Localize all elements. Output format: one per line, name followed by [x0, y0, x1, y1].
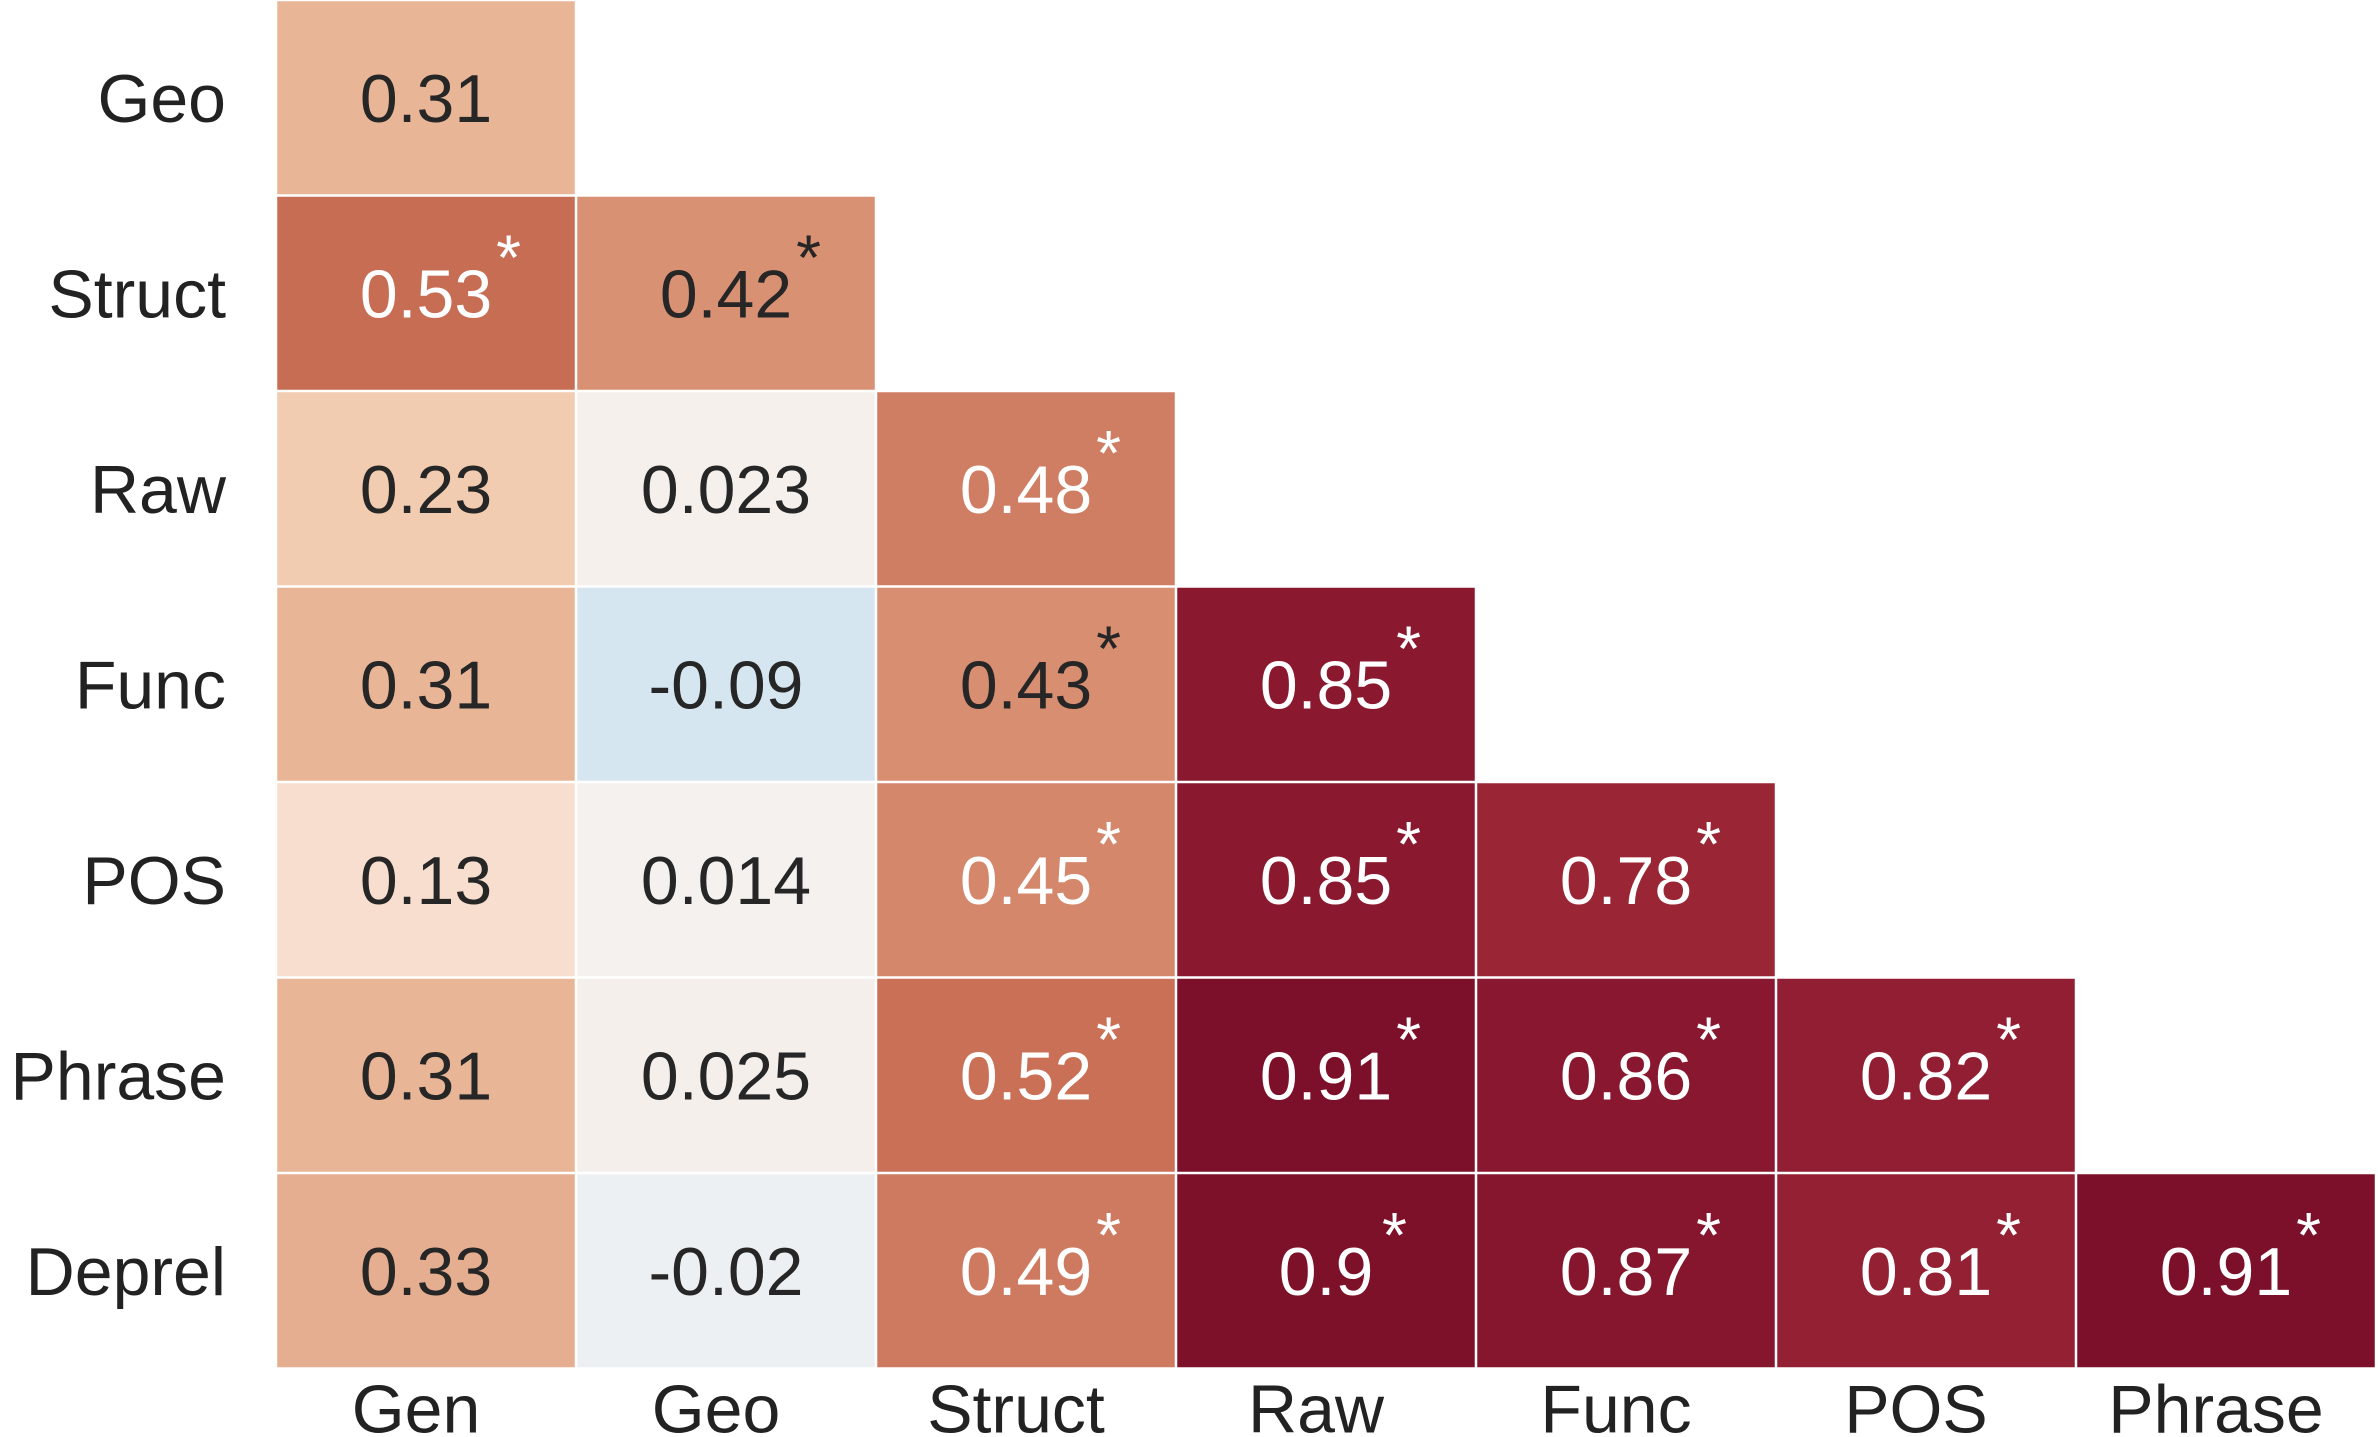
- cell-value-label: 0.9: [1279, 1234, 1374, 1310]
- row-label: Geo: [97, 61, 226, 137]
- heatmap-cell: [1177, 1174, 1475, 1368]
- heatmap-cell: [277, 1, 575, 195]
- significance-marker: *: [496, 221, 521, 293]
- cell-value-label: 0.45: [960, 843, 1092, 919]
- significance-marker: *: [1996, 1199, 2021, 1271]
- significance-marker: *: [1096, 1003, 1121, 1075]
- cell-value-label: 0.81: [1860, 1234, 1992, 1310]
- cell-value-label: 0.025: [641, 1038, 811, 1114]
- cell-value-label: 0.33: [360, 1234, 492, 1310]
- heatmap-cell: [1177, 783, 1475, 977]
- heatmap-cell: [877, 1174, 1175, 1368]
- cell-value-label: 0.86: [1560, 1038, 1692, 1114]
- significance-marker: *: [1396, 808, 1421, 880]
- row-label: Raw: [90, 452, 227, 528]
- column-label: Func: [1540, 1372, 1691, 1437]
- heatmap-cell: [277, 978, 575, 1172]
- heatmap-cell: [577, 587, 875, 781]
- heatmap-cell: [277, 1174, 575, 1368]
- heatmap-cell: [577, 392, 875, 586]
- heatmap-cell: [1177, 978, 1475, 1172]
- heatmap-cell: [1477, 1174, 1775, 1368]
- column-label: Phrase: [2108, 1372, 2323, 1437]
- significance-marker: *: [1096, 417, 1121, 489]
- column-label: Gen: [352, 1372, 481, 1437]
- column-label: POS: [1844, 1372, 1988, 1437]
- column-labels: Gen Geo Struct Raw Func POS Phrase: [352, 1372, 2324, 1437]
- cell-value-label: 0.53: [360, 256, 492, 332]
- significance-marker: *: [1396, 612, 1421, 684]
- cell-value-label: 0.91: [1260, 1038, 1392, 1114]
- cell-value-label: 0.31: [360, 647, 492, 723]
- heatmap-cell: [277, 587, 575, 781]
- cell-value-label: 0.23: [360, 452, 492, 528]
- significance-marker: *: [1096, 1199, 1121, 1271]
- cell-value-label: 0.48: [960, 452, 1092, 528]
- heatmap-cell: [277, 392, 575, 586]
- cell-value-label: 0.82: [1860, 1038, 1992, 1114]
- significance-marker: *: [1382, 1199, 1407, 1271]
- cell-value-label: 0.49: [960, 1234, 1092, 1310]
- heatmap-cell: [1477, 978, 1775, 1172]
- heatmap-cell: [1777, 978, 2075, 1172]
- cell-value-label: 0.014: [641, 843, 811, 919]
- cell-value-label: 0.31: [360, 1038, 492, 1114]
- significance-marker: *: [1396, 1003, 1421, 1075]
- significance-marker: *: [1696, 1199, 1721, 1271]
- significance-marker: *: [1096, 612, 1121, 684]
- cell-value-label: 0.023: [641, 452, 811, 528]
- row-label: Struct: [48, 256, 226, 332]
- cell-value-label: 0.31: [360, 61, 492, 137]
- heatmap-cell: [1177, 587, 1475, 781]
- cell-value-label: 0.87: [1560, 1234, 1692, 1310]
- heatmap-cell: [577, 978, 875, 1172]
- cell-value-label: 0.85: [1260, 647, 1392, 723]
- cell-value-label: 0.78: [1560, 843, 1692, 919]
- cell-value-label: -0.02: [649, 1234, 804, 1310]
- significance-marker: *: [1696, 1003, 1721, 1075]
- heatmap-cell: [877, 587, 1175, 781]
- row-label: Func: [75, 647, 226, 723]
- significance-marker: *: [1096, 808, 1121, 880]
- heatmap-cell: [1777, 1174, 2075, 1368]
- heatmap-cell: [1477, 783, 1775, 977]
- row-label: Phrase: [11, 1038, 226, 1114]
- row-labels: Geo Struct Raw Func POS Phrase Deprel: [11, 61, 227, 1310]
- significance-marker: *: [1996, 1003, 2021, 1075]
- cell-value-label: 0.43: [960, 647, 1092, 723]
- heatmap-cell: [2077, 1174, 2375, 1368]
- cell-value-label: 0.91: [2160, 1234, 2292, 1310]
- cell-value-label: 0.85: [1260, 843, 1392, 919]
- cell-value-label: 0.42: [660, 256, 792, 332]
- column-label: Geo: [652, 1372, 781, 1437]
- column-label: Struct: [927, 1372, 1105, 1437]
- heatmap-cell: [877, 978, 1175, 1172]
- heatmap-cells: 0.310.53 * 0.42 *0.23 0.023 0.48 *0.31 -0.09 0.4…: [277, 1, 2375, 1368]
- significance-marker: *: [796, 221, 821, 293]
- heatmap-cell: [877, 392, 1175, 586]
- row-label: Deprel: [26, 1234, 226, 1310]
- significance-marker: *: [1696, 808, 1721, 880]
- heatmap-cell: [577, 1174, 875, 1368]
- heatmap-cell: [877, 783, 1175, 977]
- row-label: POS: [82, 843, 226, 919]
- significance-marker: *: [2296, 1199, 2321, 1271]
- heatmap-cell: [277, 783, 575, 977]
- heatmap-cell: [577, 196, 875, 390]
- heatmap-cell: [577, 783, 875, 977]
- cell-value-label: 0.52: [960, 1038, 1092, 1114]
- cell-value-label: 0.13: [360, 843, 492, 919]
- heatmap-cell: [277, 196, 575, 390]
- column-label: Raw: [1248, 1372, 1385, 1437]
- cell-value-label: -0.09: [649, 647, 804, 723]
